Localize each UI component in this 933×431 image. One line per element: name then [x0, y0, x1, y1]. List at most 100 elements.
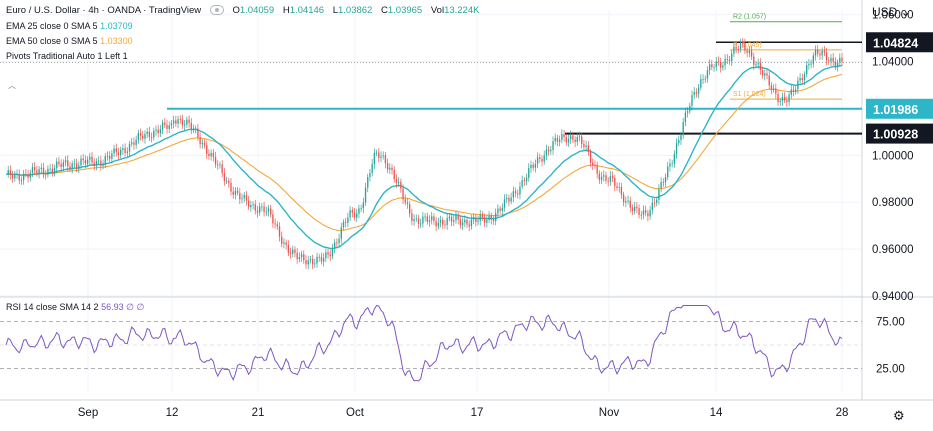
rsi-extra2: ∅: [136, 302, 145, 312]
candle-body: [51, 168, 54, 173]
candle-body: [78, 165, 80, 169]
candle-body: [658, 188, 660, 200]
candle-body: [547, 149, 550, 152]
candle-body: [80, 158, 82, 166]
candle-body: [426, 216, 428, 222]
candle-body: [722, 65, 724, 68]
candle-body: [567, 139, 570, 143]
candle-body: [29, 172, 31, 178]
candle-body: [801, 78, 803, 81]
candle-body: [124, 148, 126, 153]
ema25-legend[interactable]: EMA 25 close 0 SMA 5 1.03709: [6, 21, 133, 31]
time-tick-label: Sep: [78, 407, 98, 419]
candle-body: [327, 252, 329, 255]
candle-body: [737, 48, 740, 50]
candle-body: [159, 129, 162, 134]
candle-body: [408, 204, 411, 214]
candle-body: [417, 218, 420, 224]
candle-body: [106, 156, 109, 157]
gear-icon[interactable]: ⚙: [893, 408, 905, 423]
candle-body: [530, 164, 532, 169]
candle-body: [550, 149, 552, 152]
candle-body: [814, 49, 817, 56]
candle-body: [16, 174, 18, 175]
candle-body: [455, 215, 457, 221]
candle-body: [188, 119, 190, 124]
currency-selector[interactable]: USD ⌄: [872, 5, 911, 19]
candle-body: [210, 152, 212, 157]
candle-body: [316, 256, 318, 264]
time-tick-label: 12: [166, 407, 179, 419]
candle-body: [431, 216, 433, 221]
candle-body: [790, 89, 792, 95]
candle-body: [322, 258, 325, 262]
price-tick-label: 1.06000: [872, 10, 914, 22]
candle-body: [719, 61, 722, 68]
eye-icon[interactable]: [209, 5, 224, 16]
candle-body: [314, 263, 316, 265]
candle-body: [592, 162, 594, 166]
candle-body: [371, 163, 373, 174]
candle-body: [627, 200, 629, 202]
candle-body: [378, 152, 380, 158]
candle-body: [281, 236, 283, 244]
price-badge-label: 1.01986: [873, 103, 918, 117]
candle-body: [397, 181, 400, 183]
time-tick-label: 14: [710, 407, 723, 419]
candle-body: [757, 63, 759, 65]
candle-body: [146, 131, 148, 134]
candle-body: [42, 167, 45, 174]
candle-body: [263, 206, 265, 213]
candle-body: [622, 194, 625, 203]
candle-body: [190, 123, 192, 130]
candle-body: [261, 206, 263, 208]
time-axis: Sep 12 21 Oct 17 Nov 14 28: [78, 407, 849, 419]
candle-body: [340, 227, 342, 239]
candle-body: [642, 210, 645, 215]
rsi-legend[interactable]: RSI 14 close SMA 14 2 56.93 ∅ ∅: [6, 302, 144, 313]
candle-body: [523, 180, 526, 182]
candle-body: [600, 176, 603, 180]
candle-body: [631, 207, 634, 211]
candle-body: [278, 226, 281, 237]
candle-body: [89, 156, 91, 160]
candle-body: [558, 139, 561, 142]
pivots-legend[interactable]: Pivots Traditional Auto 1 Left 1: [6, 51, 128, 61]
candle-body: [247, 200, 250, 208]
candle-body: [183, 124, 186, 126]
candle-body: [9, 170, 12, 176]
candle-body: [108, 156, 111, 159]
candle-body: [331, 248, 334, 257]
candle-body: [521, 180, 523, 187]
collapse-legend-icon[interactable]: ︿: [8, 81, 16, 90]
candle-body: [596, 165, 598, 174]
ema50-legend[interactable]: EMA 50 close 0 SMA 5 1.03300: [6, 36, 133, 46]
candle-body: [636, 206, 638, 209]
candle-body: [175, 120, 177, 124]
candle-body: [715, 61, 717, 67]
low-key: L: [332, 5, 338, 16]
candle-body: [181, 119, 184, 126]
time-tick-label: 17: [471, 407, 484, 419]
candle-body: [572, 135, 574, 140]
candle-body: [353, 212, 356, 218]
candle-body: [155, 129, 157, 131]
candle-body: [391, 167, 393, 170]
candle-body: [49, 168, 51, 170]
candle-body: [574, 139, 576, 143]
candle-body: [349, 210, 351, 218]
price-tick-label: 0.98000: [872, 197, 914, 209]
candle-body: [506, 197, 508, 200]
candle-body: [828, 60, 830, 62]
candle-body: [148, 131, 151, 138]
candle-body: [830, 57, 832, 62]
candle-body: [111, 153, 113, 159]
candle-body: [75, 163, 78, 169]
candle-body: [217, 164, 219, 166]
candle-body: [82, 158, 84, 161]
candle-body: [825, 52, 828, 61]
candle-body: [272, 214, 274, 224]
price-axis: 1.06000 1.04000 1.00000 0.98000 0.96000 0.940…: [866, 10, 933, 376]
time-tick-label: Oct: [346, 407, 365, 419]
